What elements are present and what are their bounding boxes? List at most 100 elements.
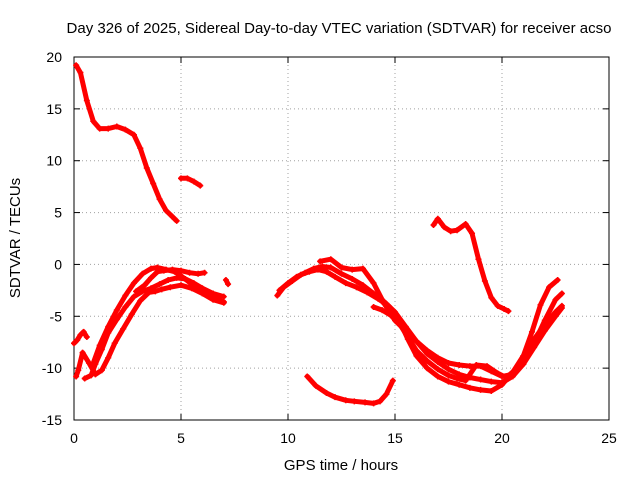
data-point (424, 357, 431, 364)
data-point (424, 347, 431, 354)
data-point (111, 340, 118, 347)
data-point (338, 264, 345, 271)
series-arc-10 (317, 256, 565, 380)
data-point (447, 228, 454, 235)
data-point (469, 230, 476, 237)
data-point (558, 290, 565, 297)
data-point (552, 296, 559, 303)
data-point (377, 398, 384, 405)
data-point (541, 327, 548, 334)
data-point (445, 359, 452, 366)
data-point (466, 363, 473, 370)
data-point (370, 303, 377, 310)
data-point (351, 398, 358, 405)
y-axis-label: SDTVAR / TECUs (7, 178, 24, 298)
data-point (462, 377, 469, 384)
data-point (96, 342, 103, 349)
data-point (381, 300, 388, 307)
x-tick-label: 5 (177, 430, 185, 446)
data-point (323, 390, 330, 397)
data-point (154, 268, 161, 275)
data-point (353, 284, 360, 291)
data-point (195, 270, 202, 277)
data-point (323, 268, 330, 275)
data-point (220, 298, 227, 305)
data-point (359, 282, 366, 289)
data-point (130, 280, 137, 287)
data-point (554, 276, 561, 283)
data-point (370, 280, 377, 287)
data-point (130, 293, 137, 300)
data-point (83, 334, 90, 341)
data-point (201, 269, 208, 276)
data-point (531, 340, 538, 347)
data-point (274, 292, 281, 299)
series-arc-8 (274, 266, 565, 394)
data-point (197, 182, 204, 189)
data-point (156, 196, 163, 203)
data-point (494, 302, 501, 309)
data-point (505, 308, 512, 315)
data-point (113, 307, 120, 314)
data-point (430, 222, 437, 229)
data-point (148, 265, 155, 272)
data-point (302, 269, 309, 276)
y-tick-label: -15 (42, 412, 62, 428)
data-point (434, 373, 441, 380)
y-tick-label: 10 (46, 153, 62, 169)
data-point (370, 400, 377, 407)
data-point (186, 269, 193, 276)
data-point (445, 378, 452, 385)
series-arc-13 (71, 328, 90, 347)
data-point (310, 265, 317, 272)
plot-frame (73, 56, 610, 421)
x-tick-label: 10 (280, 430, 296, 446)
data-point (441, 224, 448, 231)
data-point (160, 267, 167, 274)
data-point (222, 276, 229, 283)
data-point (456, 381, 463, 388)
data-point (379, 307, 386, 314)
data-point (537, 301, 544, 308)
y-axis: 20 15 10 5 0 -5 -10 -15 (42, 49, 609, 428)
series-arc-14 (222, 276, 232, 288)
y-tick-label: 15 (46, 101, 62, 117)
data-point (462, 220, 469, 227)
data-point (488, 387, 495, 394)
data-point (122, 303, 129, 310)
data-point (332, 273, 339, 280)
data-point (392, 309, 398, 316)
data-point (169, 266, 176, 273)
data-point (370, 290, 377, 297)
data-point (511, 367, 518, 374)
data-point (481, 278, 488, 285)
data-point (389, 377, 396, 384)
series-arc-2 (178, 175, 204, 189)
data-point (359, 265, 366, 272)
y-tick-label: 0 (54, 256, 62, 272)
data-point (90, 118, 97, 125)
data-point (475, 256, 482, 263)
data-point (454, 227, 461, 234)
y-tick-label: 20 (46, 49, 62, 65)
data-point (434, 354, 441, 361)
data-point (178, 267, 184, 274)
data-point (488, 378, 495, 385)
data-point (122, 126, 129, 133)
x-tick-label: 0 (70, 430, 78, 446)
data-point (285, 280, 291, 287)
data-point (327, 256, 334, 263)
data-point (152, 288, 159, 295)
data-point (80, 328, 87, 335)
data-point (75, 367, 82, 374)
data-point (304, 373, 311, 380)
data-point (139, 270, 146, 277)
data-point (434, 366, 441, 373)
data-point (541, 317, 548, 324)
data-point (156, 281, 163, 288)
x-axis: 0 5 10 15 20 25 (70, 57, 617, 446)
data-point (477, 376, 484, 383)
data-point (105, 323, 112, 330)
data-point (396, 320, 403, 327)
x-tick-label: 20 (494, 430, 510, 446)
